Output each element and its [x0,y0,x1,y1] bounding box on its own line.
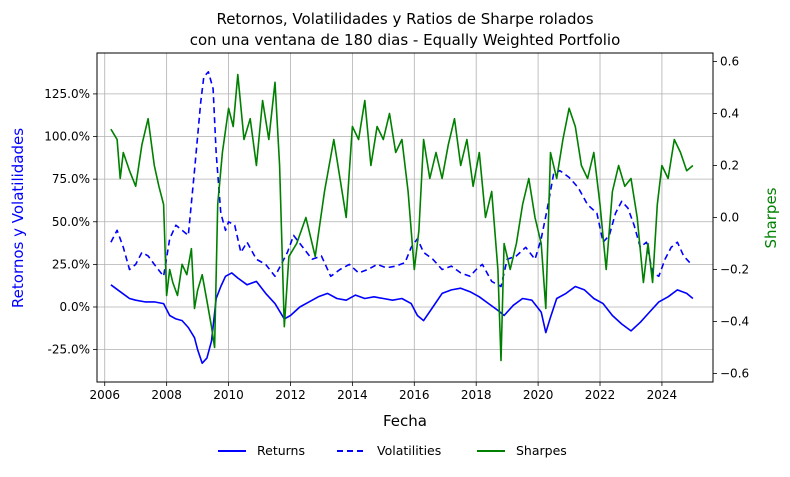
y-left-tick-label: 75.0% [52,172,90,186]
x-tick-label: 2012 [275,388,306,402]
y-left-tick-label: 125.0% [44,87,90,101]
y-left-tick-label: 50.0% [52,215,90,229]
series-line-volatilities [110,71,694,288]
x-tick-label: 2016 [399,388,430,402]
x-tick-label: 2020 [523,388,554,402]
legend: Returns Volatilities Sharpes [218,443,567,458]
y-right-tick-label: 0.0 [720,211,739,225]
legend-returns-label: Returns [257,443,305,458]
x-tick-label: 2006 [89,388,120,402]
series-layer [110,71,694,365]
chart-title-line1: Retornos, Volatilidades y Ratios de Shar… [216,10,593,28]
y-left-tick-label: 100.0% [44,130,90,144]
y-right-tick-label: −0.6 [720,367,749,381]
legend-sharpes-label: Sharpes [516,443,567,458]
tick-layer: 2006 2008 2010 2012 2014 2016 2018 2020 2022 2024… [44,54,749,402]
x-tick-label: 2010 [213,388,244,402]
y-left-tick-label: 25.0% [52,257,90,271]
x-axis-label: Fecha [383,412,427,430]
legend-volatilities-label: Volatilities [377,443,441,458]
y-right-tick-label: −0.2 [720,263,749,277]
y-axis-label-left: Retornos y Volatilidades [9,128,27,308]
y-left-tick-label: 0.0% [60,300,91,314]
series-line-sharpes [110,73,694,362]
x-tick-label: 2008 [151,388,182,402]
y-right-tick-label: 0.2 [720,158,739,172]
chart-title-line2: con una ventana de 180 dias - Equally We… [190,31,621,49]
y-right-tick-label: 0.6 [720,54,739,68]
y-left-tick-label: -25.0% [48,343,90,357]
y-axis-label-right: Sharpes [762,187,780,248]
x-tick-label: 2014 [337,388,368,402]
series-line-returns [110,272,694,365]
x-tick-label: 2022 [585,388,616,402]
y-right-tick-label: −0.4 [720,315,749,329]
x-tick-label: 2018 [461,388,492,402]
x-tick-label: 2024 [647,388,678,402]
y-right-tick-label: 0.4 [720,106,739,120]
